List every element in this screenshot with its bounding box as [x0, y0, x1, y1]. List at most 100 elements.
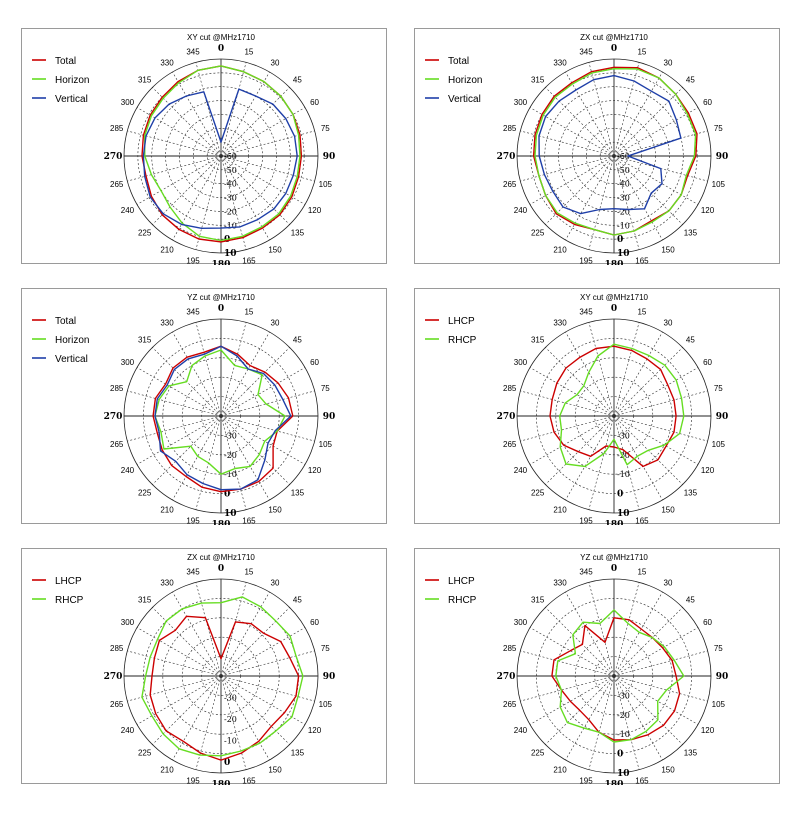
- grid-spoke: [220, 367, 306, 417]
- grid-spoke: [529, 367, 615, 417]
- radial-tick-label: -20: [224, 715, 237, 724]
- angle-tick-label: 265: [503, 440, 517, 449]
- angle-tick-label: 75: [714, 124, 723, 133]
- angle-tick-label: 195: [579, 776, 593, 785]
- angle-tick-label: 315: [531, 596, 545, 605]
- grid-spoke: [195, 62, 222, 157]
- grid-spoke: [520, 650, 615, 677]
- grid-spoke: [565, 675, 615, 761]
- grid-spoke: [613, 155, 640, 250]
- grid-spoke: [613, 627, 699, 677]
- angle-tick-label: 45: [686, 76, 695, 85]
- angle-tick-label: 240: [514, 726, 528, 735]
- grid-spoke: [613, 71, 663, 157]
- angle-tick-label: 105: [712, 700, 726, 709]
- radial-tick-label: -30: [617, 194, 630, 203]
- grid-spoke: [613, 675, 699, 725]
- angle-tick-label: 45: [686, 336, 695, 345]
- polar-chart-panel: ZX cut @MHz1710 0 15 30 45 60 75 90 105 120 135 150…: [21, 548, 387, 785]
- grid-spoke: [152, 607, 222, 677]
- angle-tick-label: 330: [160, 58, 174, 67]
- grid-spoke: [220, 415, 270, 501]
- angle-tick-label: 180: [212, 520, 231, 525]
- polar-chart-panel: XY cut @MHz1710 0 15 30 45 60 75 90 105 120 135 150…: [414, 288, 780, 525]
- grid-spoke: [529, 675, 615, 725]
- radial-tick-label: -10: [224, 221, 237, 230]
- angle-tick-label: 180: [605, 260, 624, 265]
- angle-tick-label: 265: [110, 180, 124, 189]
- grid-spoke: [172, 415, 222, 501]
- grid-spoke: [220, 675, 315, 702]
- legend-label: Horizon: [55, 75, 89, 86]
- grid-spoke: [127, 650, 222, 677]
- grid-spoke: [136, 415, 222, 465]
- radial-tick-label: 10: [617, 769, 630, 779]
- angle-tick-label: 240: [121, 206, 135, 215]
- grid-spoke: [220, 675, 270, 761]
- angle-tick-label: 45: [686, 596, 695, 605]
- angle-tick-label: 150: [661, 766, 675, 775]
- legend-label: RHCP: [448, 335, 477, 346]
- grid-spoke: [220, 155, 247, 250]
- angle-tick-label: 345: [186, 568, 200, 577]
- angle-tick-label: 270: [104, 152, 123, 162]
- series-line-horizon: [154, 349, 286, 475]
- angle-tick-label: 225: [531, 488, 545, 497]
- angle-tick-label: 150: [268, 766, 282, 775]
- grid-spoke: [127, 155, 222, 182]
- angle-tick-label: 330: [553, 578, 567, 587]
- angle-tick-label: 265: [110, 700, 124, 709]
- angle-tick-label: 300: [514, 358, 528, 367]
- legend-label: LHCP: [448, 576, 475, 587]
- grid-spoke: [172, 155, 222, 241]
- grid-spoke: [220, 675, 290, 745]
- grid-spoke: [127, 390, 222, 417]
- grid-spoke: [152, 87, 222, 157]
- series-line-horizon: [143, 65, 301, 242]
- grid-spoke: [220, 650, 315, 677]
- polar-chart: XY cut @MHz1710 0 15 30 45 60 75 90 105 120 135 150…: [32, 33, 335, 265]
- angle-tick-label: 225: [138, 228, 152, 237]
- angle-tick-label: 195: [186, 256, 200, 265]
- radial-tick-label: -20: [224, 451, 237, 460]
- legend-label: Total: [55, 56, 76, 67]
- radial-tick-label: -30: [224, 694, 237, 703]
- radial-tick-label: 0: [224, 490, 230, 500]
- angle-tick-label: 75: [714, 644, 723, 653]
- angle-tick-label: 150: [268, 246, 282, 255]
- grid-spoke: [545, 155, 615, 225]
- radial-tick-label: -40: [224, 180, 237, 189]
- legend-label: RHCP: [55, 595, 84, 606]
- radial-tick-label: -20: [617, 451, 630, 460]
- grid-spoke: [613, 347, 683, 417]
- grid-spoke: [172, 71, 222, 157]
- angle-tick-label: 210: [553, 506, 567, 515]
- series-line-horizon: [534, 68, 697, 236]
- angle-tick-label: 210: [160, 766, 174, 775]
- radial-tick-label: 10: [224, 509, 237, 519]
- radial-tick-label: 0: [617, 490, 623, 500]
- legend-label: Vertical: [55, 94, 88, 105]
- angle-tick-label: 15: [637, 48, 646, 57]
- radial-tick-label: -10: [224, 737, 237, 746]
- series-line-rhcp: [141, 596, 304, 757]
- angle-tick-label: 135: [684, 748, 698, 757]
- grid-spoke: [220, 415, 247, 510]
- grid-spoke: [520, 155, 615, 182]
- angle-tick-label: 330: [553, 58, 567, 67]
- radial-tick-label: -20: [617, 711, 630, 720]
- grid-spoke: [220, 591, 270, 677]
- angle-tick-label: 225: [138, 748, 152, 757]
- grid-spoke: [529, 155, 615, 205]
- angle-tick-label: 265: [503, 700, 517, 709]
- angle-tick-label: 105: [319, 700, 333, 709]
- angle-tick-label: 135: [291, 488, 305, 497]
- angle-tick-label: 285: [110, 644, 124, 653]
- series-line-lhcp: [551, 617, 681, 741]
- grid-spoke: [220, 155, 270, 241]
- grid-spoke: [613, 582, 640, 677]
- angle-tick-label: 210: [553, 246, 567, 255]
- polar-chart: YZ cut @MHz1710 0 15 30 45 60 75 90 105 120 135 150…: [32, 293, 335, 525]
- angle-tick-label: 75: [321, 644, 330, 653]
- chart-title: XY cut @MHz1710: [187, 33, 256, 42]
